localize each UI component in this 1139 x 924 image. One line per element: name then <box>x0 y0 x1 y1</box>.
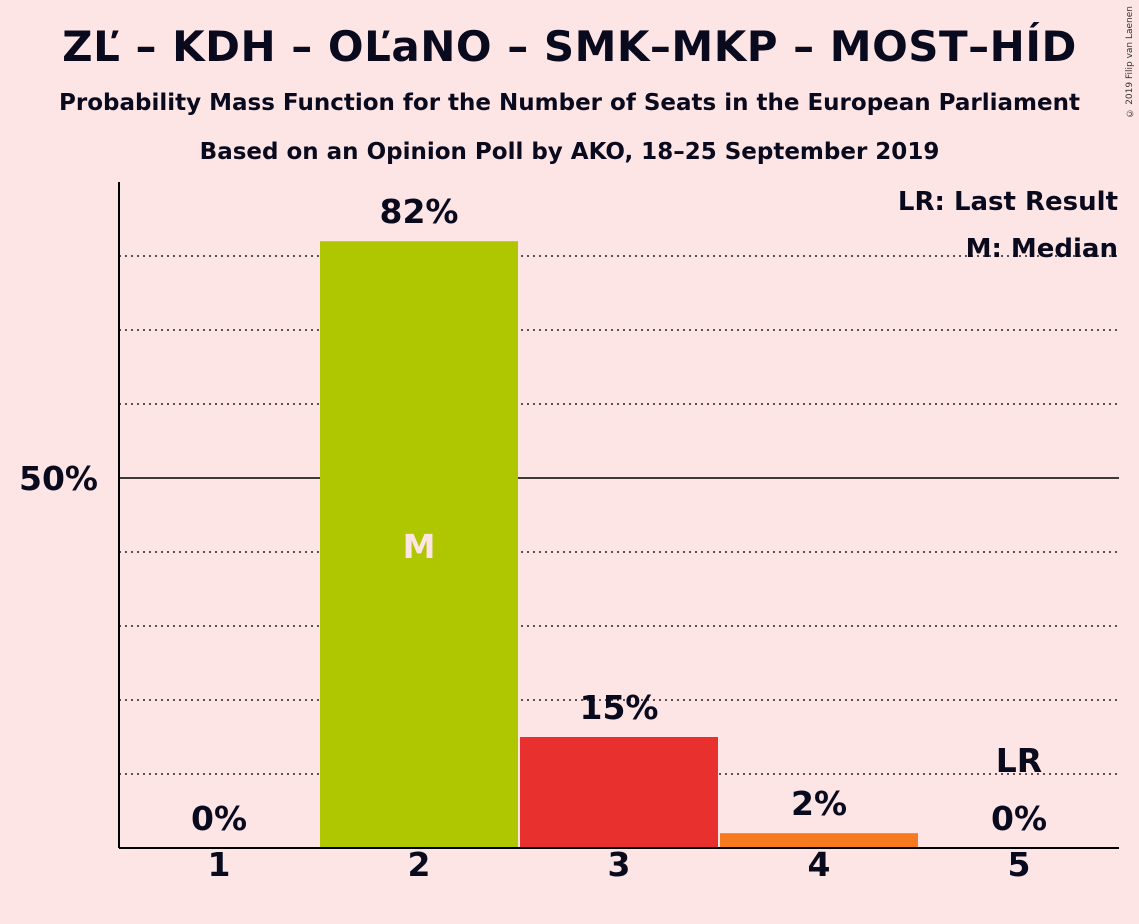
chart-subtitle: Probability Mass Function for the Number… <box>59 90 1080 116</box>
x-tick-label-1: 1 <box>208 845 231 884</box>
bar-3 <box>520 737 718 848</box>
chart-subtitle-source: Based on an Opinion Poll by AKO, 18–25 S… <box>199 139 940 165</box>
bar-2 <box>320 241 518 848</box>
bar-4 <box>720 833 918 848</box>
data-label-4: 2% <box>791 784 847 823</box>
y-tick-label-50: 50% <box>19 459 98 498</box>
data-label-1: 0% <box>191 799 247 838</box>
data-label-2: 82% <box>380 192 459 231</box>
last-result-marker: LR <box>996 741 1042 780</box>
data-label-3: 15% <box>580 688 659 727</box>
legend-last-result: LR: Last Result <box>898 187 1118 217</box>
x-tick-label-4: 4 <box>808 845 831 884</box>
x-tick-label-2: 2 <box>408 845 431 884</box>
median-marker: M <box>403 527 436 566</box>
chart-title: ZĽ – KDH – OĽaNO – SMK–MKP – MOST–HÍD <box>62 22 1077 71</box>
x-tick-label-3: 3 <box>608 845 631 884</box>
data-label-5: 0% <box>991 799 1047 838</box>
legend-median: M: Median <box>966 234 1118 264</box>
x-tick-label-5: 5 <box>1008 845 1031 884</box>
